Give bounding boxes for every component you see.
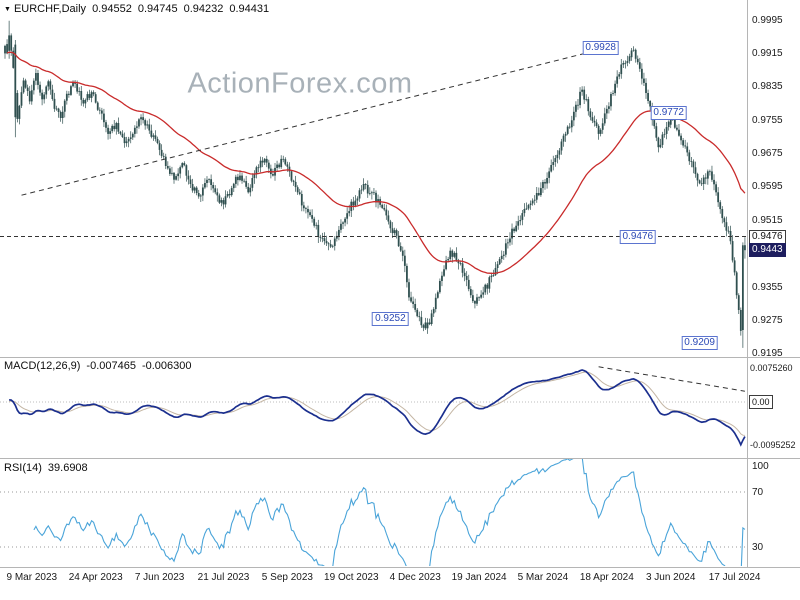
- date-axis-label: 19 Oct 2023: [324, 572, 379, 583]
- price-annotation-box: 0.9772: [650, 106, 687, 120]
- chart-dropdown-icon[interactable]: ▼: [4, 6, 11, 13]
- rsi-axis-label: 100: [752, 461, 769, 472]
- macd-axis-label: 0.0075260: [750, 363, 793, 373]
- price-axis-label: 0.9835: [752, 81, 783, 93]
- date-axis-label: 4 Dec 2023: [389, 572, 441, 583]
- price-axis-label: 0.9195: [752, 348, 783, 360]
- date-axis-label: 5 Sep 2023: [261, 572, 313, 583]
- price-axis-label: 0.9595: [752, 181, 783, 193]
- date-axis-label: 9 Mar 2023: [6, 572, 58, 583]
- price-axis-label: 0.9755: [752, 114, 783, 126]
- date-axis-label: 5 Mar 2024: [517, 572, 569, 583]
- ohlc-open: 0.94552: [92, 3, 132, 15]
- date-axis-label: 19 Jan 2024: [451, 572, 507, 583]
- current-price-box: 0.9443: [749, 243, 786, 258]
- macd-axis-label: 0.00: [749, 395, 773, 409]
- level-price-box: 0.9476: [749, 229, 786, 244]
- rsi-axis-label: 70: [752, 486, 764, 498]
- price-axis-label: 0.9915: [752, 47, 783, 59]
- date-axis-label: 24 Apr 2023: [68, 572, 123, 583]
- macd-signal-value: -0.006300: [141, 360, 192, 372]
- price-annotation-box: 0.9252: [372, 312, 409, 327]
- price-axis-label: 0.9995: [752, 14, 783, 26]
- date-axis-label: 3 Jun 2024: [645, 572, 696, 583]
- price-annotation-box: 0.9209: [681, 335, 718, 350]
- macd-panel-title: MACD(12,26,9) -0.007465 -0.006300: [4, 360, 192, 372]
- price-annotation-box: 0.9476: [619, 229, 657, 244]
- date-axis-label: 21 Jul 2023: [197, 572, 250, 583]
- rsi-axis-label: 30: [752, 541, 764, 553]
- date-axis-label: 17 Jul 2024: [708, 572, 761, 583]
- symbol-info: ▼ EURCHF,Daily 0.94552 0.94745 0.94232 0.9443…: [4, 3, 269, 15]
- macd-value: -0.007465: [86, 360, 136, 372]
- rsi-indicator-name: RSI(14): [4, 462, 42, 474]
- price-axis-label: 0.9515: [752, 214, 783, 226]
- rsi-value: 39.6908: [47, 462, 88, 474]
- macd-axis-label: -0.0095252: [750, 440, 796, 450]
- date-axis-label: 7 Jun 2023: [134, 572, 185, 583]
- rsi-panel-title: RSI(14) 39.6908: [4, 462, 88, 474]
- watermark: ActionForex.com: [187, 67, 413, 100]
- price-annotation-box: 0.9928: [582, 41, 619, 55]
- price-axis-label: 0.9355: [752, 281, 783, 293]
- ohlc-high: 0.94745: [137, 3, 178, 15]
- date-axis-label: 18 Apr 2024: [579, 572, 634, 583]
- ohlc-close: 0.94431: [229, 3, 270, 15]
- symbol-label: EURCHF,Daily: [13, 3, 87, 15]
- macd-indicator-name: MACD(12,26,9): [4, 360, 81, 372]
- price-axis-label: 0.9675: [752, 148, 783, 159]
- ohlc-low: 0.94232: [183, 3, 224, 15]
- price-axis-label: 0.9275: [752, 314, 783, 326]
